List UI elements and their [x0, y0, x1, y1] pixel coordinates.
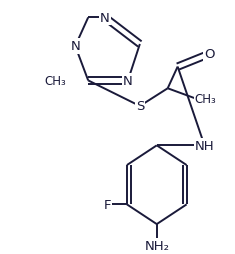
Text: CH₃: CH₃	[44, 75, 66, 88]
Text: O: O	[204, 48, 215, 61]
Text: N: N	[70, 40, 80, 53]
Text: N: N	[123, 75, 133, 88]
Text: NH: NH	[195, 139, 214, 152]
Text: NH₂: NH₂	[144, 239, 169, 252]
Text: S: S	[136, 100, 144, 113]
Text: N: N	[100, 12, 110, 25]
Text: F: F	[103, 198, 111, 211]
Text: CH₃: CH₃	[195, 92, 216, 105]
